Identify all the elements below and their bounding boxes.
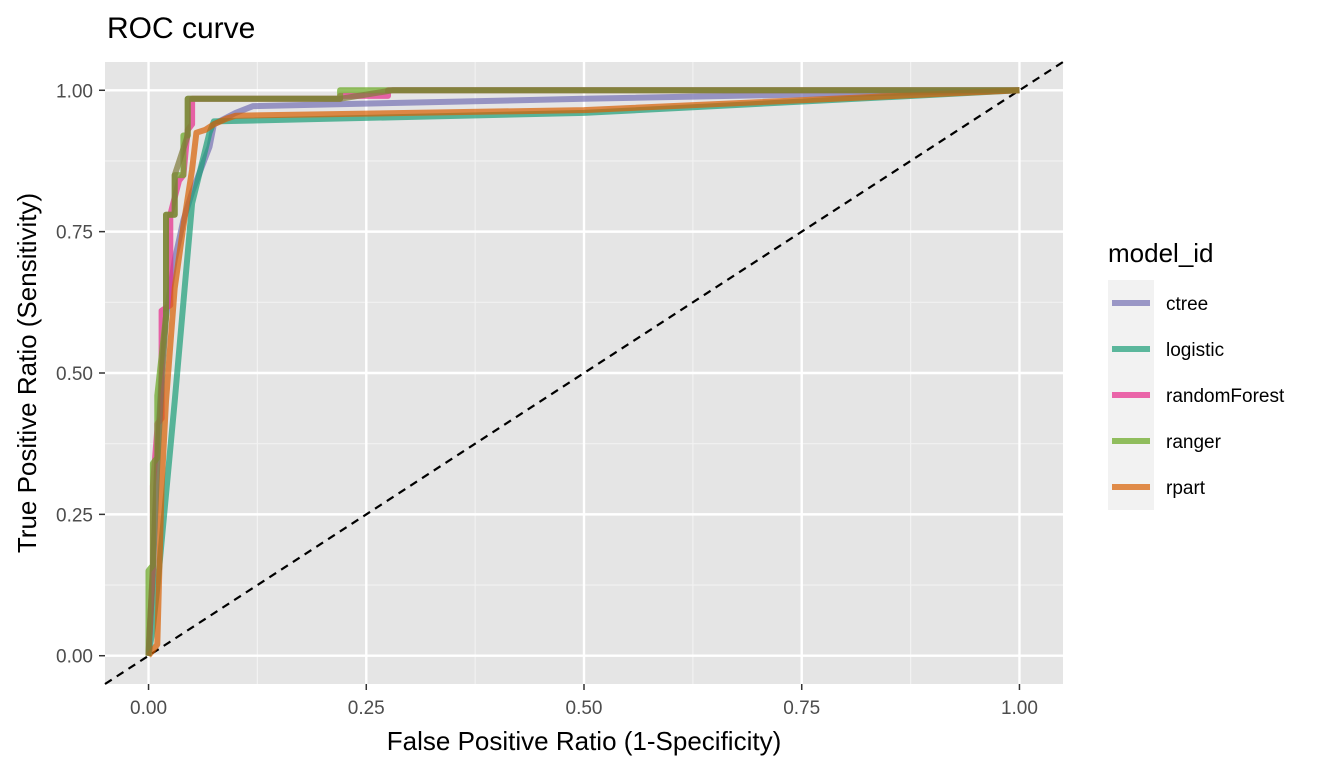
chart-title: ROC curve [107,12,255,45]
y-tick-label: 0.25 [56,505,93,526]
x-axis-ticks: 0.00 0.25 0.50 0.75 1.00 [130,684,1038,719]
legend-items: ctree logistic randomForest ranger rpart [1108,280,1285,510]
x-tick-label: 0.50 [566,698,603,719]
x-tick-label: 0.00 [130,698,167,719]
legend-title: model_id [1108,238,1214,268]
legend-label-logistic: logistic [1166,340,1224,361]
roc-series [145,87,1020,658]
roc-line-overlap [145,87,1020,656]
legend-label-ranger: ranger [1166,432,1222,453]
major-gridlines [105,62,1063,684]
y-tick-label: 0.00 [56,647,93,668]
y-tick-label: 1.00 [56,81,93,102]
legend-label-randomforest: randomForest [1166,386,1285,407]
x-tick-label: 0.75 [783,698,820,719]
x-axis-title: False Positive Ratio (1-Specificity) [387,726,781,756]
legend: model_id ctree logistic randomForest ranger… [1108,238,1285,510]
y-axis-title: True Positive Ratio (Sensitivity) [12,193,42,553]
y-tick-label: 0.50 [56,364,93,385]
y-axis-ticks: 0.00 0.25 0.50 0.75 1.00 [56,81,105,668]
legend-label-ctree: ctree [1166,294,1208,315]
roc-line-rpart [146,87,1020,658]
roc-line-logistic [145,87,1020,657]
y-tick-label: 0.75 [56,223,93,244]
x-tick-label: 0.25 [348,698,385,719]
legend-label-rpart: rpart [1166,478,1206,499]
x-tick-label: 1.00 [1001,698,1038,719]
